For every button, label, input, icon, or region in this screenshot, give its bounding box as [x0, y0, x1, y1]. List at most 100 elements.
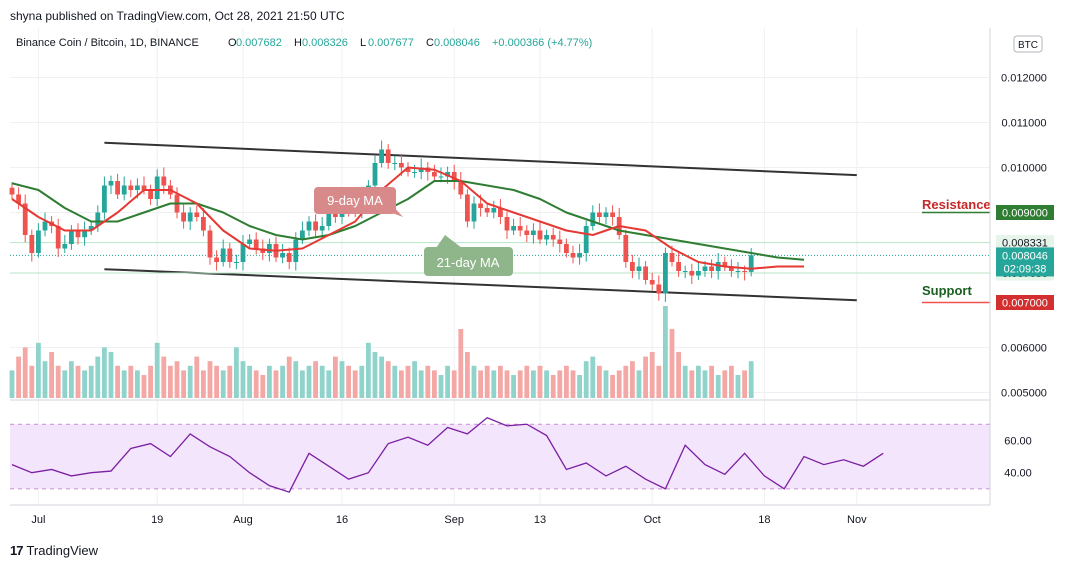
candle-body: [432, 172, 437, 177]
volume-bar: [154, 342, 160, 398]
high-price-value: 0.008331: [1002, 238, 1048, 250]
candle-body: [491, 208, 497, 213]
moving-averages: [11, 166, 805, 270]
volume-bar: [550, 375, 556, 398]
x-tick-label: Aug: [233, 514, 253, 526]
volume-bar: [742, 370, 747, 398]
volume-bar: [418, 370, 424, 398]
candle-body: [207, 230, 213, 258]
volume-bar: [524, 365, 530, 398]
candle-body: [181, 212, 186, 222]
volume-bar: [174, 361, 180, 398]
volume-bar: [168, 365, 173, 398]
candle-body: [451, 172, 457, 181]
candle-body: [729, 266, 734, 271]
support-label: Support: [922, 283, 972, 298]
volume-bar: [88, 365, 94, 398]
volume-bar: [148, 365, 153, 398]
ma9-line: [11, 166, 804, 270]
ma21-callout-pointer: [436, 235, 462, 248]
x-tick-label: 19: [151, 514, 163, 526]
volume-bar: [346, 365, 351, 398]
candle-body: [445, 172, 450, 177]
volume-bar: [313, 361, 318, 398]
ma9-callout: [314, 187, 396, 214]
volume-bar: [491, 370, 497, 398]
candle-body: [82, 230, 87, 238]
candle-body: [88, 226, 94, 231]
candle-body: [603, 212, 609, 217]
candle-body: [504, 217, 510, 231]
volume-bar: [121, 370, 127, 398]
volume-bar: [372, 352, 378, 398]
candle-body: [108, 181, 114, 186]
rsi-line: [11, 417, 884, 493]
candle-body: [702, 266, 708, 271]
ohlc-key: L: [360, 37, 366, 49]
volume-bar: [597, 365, 602, 398]
candle-body: [748, 255, 754, 272]
volume-bar: [207, 361, 213, 398]
y-tick-label: 0.012000: [1001, 73, 1047, 85]
candle-body: [531, 230, 536, 235]
candle-body: [247, 239, 252, 244]
volume-bar: [16, 356, 21, 398]
candle-body: [722, 262, 728, 267]
volume-bar: [385, 361, 391, 398]
volume-bar: [425, 365, 431, 398]
support-price-tag: [996, 295, 1054, 310]
candle-body: [471, 203, 477, 222]
candle-body: [326, 212, 332, 226]
channel-upper: [104, 141, 857, 177]
volume-bar: [359, 365, 365, 398]
candle-body: [709, 266, 714, 271]
candle-body: [630, 262, 635, 271]
candle-body: [16, 194, 21, 204]
ohlc-key: C: [426, 37, 434, 49]
candle-body: [115, 181, 120, 195]
currency-badge[interactable]: BTC: [1013, 35, 1043, 53]
volume-bar: [49, 352, 54, 398]
volume-bar: [194, 356, 200, 398]
volume-bar: [649, 352, 655, 398]
candle-body: [280, 253, 285, 258]
candle-body: [69, 230, 74, 244]
volume-bar: [735, 375, 741, 398]
volume-bar: [62, 370, 68, 398]
volume-bar: [9, 370, 15, 398]
ohlc-value: 0.007677: [368, 37, 414, 49]
volume-bar: [128, 365, 134, 398]
volume-bar: [610, 375, 615, 398]
volume-bar: [399, 370, 404, 398]
candle-body: [194, 212, 200, 217]
candle-body: [187, 212, 193, 222]
candle-body: [438, 176, 444, 178]
volume-bar: [544, 370, 549, 398]
resistance-label: Resistance: [922, 197, 991, 212]
volume-bar: [438, 375, 444, 398]
candle-body: [610, 212, 615, 217]
volume-bar: [326, 370, 332, 398]
candle-body: [55, 226, 61, 249]
candle-body: [623, 235, 629, 262]
volume-bar: [22, 347, 28, 398]
candle-body: [696, 271, 701, 276]
volume-bar: [95, 356, 101, 398]
candle-body: [649, 280, 655, 285]
candle-body: [128, 185, 134, 190]
volume-bar: [590, 356, 596, 398]
candle-body: [306, 221, 312, 231]
volume-bar: [682, 365, 688, 398]
volume-bar: [405, 365, 411, 398]
tradingview-logo-icon: 17: [10, 543, 24, 558]
volume-bar: [227, 365, 233, 398]
volume-bar: [273, 370, 279, 398]
candle-body: [286, 253, 292, 262]
ohlc-key: O: [228, 37, 237, 49]
publisher-line: shyna published on TradingView.com, Oct …: [10, 9, 345, 23]
ohlc-value: 0.008326: [302, 37, 348, 49]
candle-body: [412, 172, 417, 173]
candle-body: [742, 271, 747, 272]
resistance-price-value: 0.009000: [1002, 208, 1048, 220]
